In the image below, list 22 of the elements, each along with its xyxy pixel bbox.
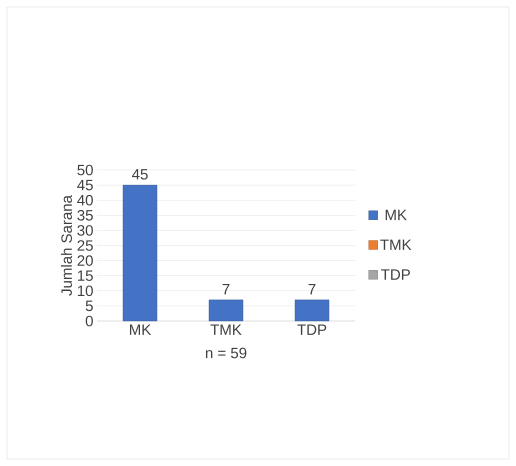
x-tick-label: MK [130,324,152,335]
legend-label: TMK [380,240,412,250]
x-tick-label: TMK [210,324,242,335]
y-axis-title: Jumlah Sarana [60,195,72,296]
x-axis-title: n = 59 [206,348,246,358]
legend-label: TDP [381,269,410,280]
data-label: 7 [222,284,230,294]
y-tick-label: 20 [78,255,93,266]
legend-label: MK [386,210,407,220]
y-tick-label: 5 [86,300,93,312]
y-tick-label: 45 [77,180,93,190]
x-tick-label: TDP [297,324,326,335]
y-tick-label: 30 [77,225,93,236]
y-tick-label: 35 [77,210,93,221]
y-tick-label: 10 [78,285,93,296]
data-label: 7 [308,284,316,294]
data-label: 45 [132,169,148,180]
y-tick-label: 25 [78,240,93,251]
y-tick-label: 40 [77,194,93,206]
y-tick-label: 50 [77,164,93,176]
y-tick-label: 0 [86,316,93,326]
y-tick-label: 15 [78,270,93,281]
